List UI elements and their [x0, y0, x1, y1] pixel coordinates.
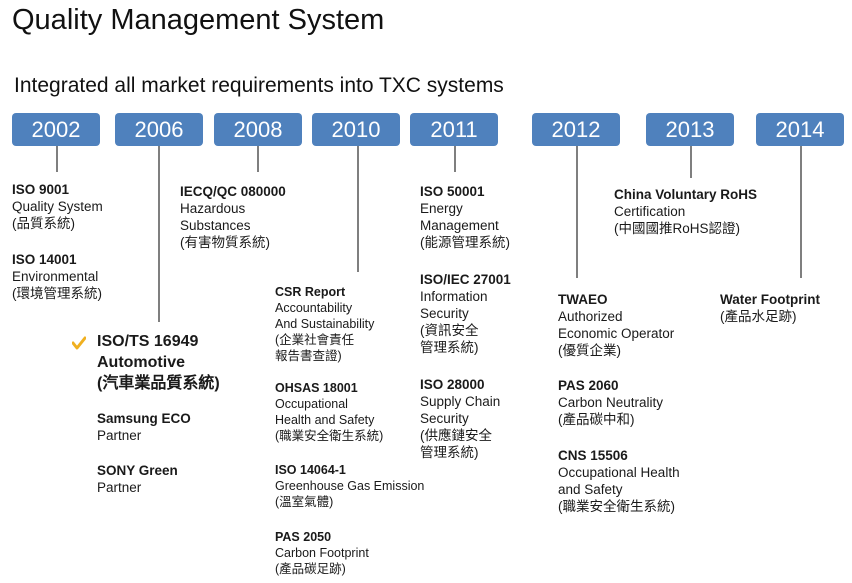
page-subtitle: Integrated all market requirements into … [14, 74, 504, 97]
certification-description: (產品碳足跡) [275, 562, 346, 576]
year-label-2002: 2002 [12, 113, 100, 146]
certification-description: (能源管理系統) [420, 235, 510, 250]
certification-entry: ISO 14001 Environmental (環境管理系統) [12, 251, 102, 302]
certification-entry: PAS 2060 Carbon Neutrality (產品碳中和) [558, 377, 663, 428]
certification-description: (職業安全衛生系統) [275, 429, 384, 443]
certification-entry: ISO 9001 Quality System (品質系統) [12, 181, 103, 232]
certification-description: Health and Safety [275, 413, 375, 427]
certification-description: 報告書查證) [275, 349, 342, 363]
certification-title: Samsung ECO [97, 411, 191, 426]
certification-description: Greenhouse Gas Emission [275, 479, 425, 493]
certification-description: Occupational Health [558, 465, 680, 480]
certification-description: Accountability [275, 301, 353, 315]
timeline-connector [576, 146, 578, 278]
certification-title: OHSAS 18001 [275, 381, 358, 395]
checkmark-icon [71, 336, 87, 350]
certification-entry: ISO/IEC 27001 Information Security (資訊安全管理系… [420, 271, 511, 356]
certification-entry: Samsung ECO Partner [97, 410, 191, 444]
certification-title: IECQ/QC 080000 [180, 184, 286, 199]
certification-description: (中國國推RoHS認證) [614, 221, 741, 236]
certification-description: (供應鏈安全 [420, 428, 492, 443]
certification-entry: PAS 2050 Carbon Footprint (產品碳足跡) [275, 529, 369, 577]
certification-entry: ISO 14064-1 Greenhouse Gas Emission (溫室氣體) [275, 462, 424, 510]
certification-title: China Voluntary RoHS [614, 187, 758, 202]
certification-description: Environmental [12, 269, 99, 284]
certification-title: ISO/TS 16949 [97, 333, 199, 350]
certification-description: Economic Operator [558, 326, 675, 341]
certification-entry: CNS 15506 Occupational Health and Safety (職… [558, 447, 680, 515]
certification-description: (有害物質系統) [180, 235, 270, 250]
certification-description: (產品碳中和) [558, 412, 635, 427]
certification-description: Hazardous [180, 201, 246, 216]
certification-title: Water Footprint [720, 292, 820, 307]
certification-description: (職業安全衛生系統) [558, 499, 675, 514]
timeline-connector [257, 146, 259, 172]
certification-description: Management [420, 218, 499, 233]
certification-description: Carbon Neutrality [558, 395, 664, 410]
certification-description: Occupational [275, 397, 348, 411]
timeline-connector [158, 146, 160, 322]
timeline-connector [56, 146, 58, 172]
certification-description: Energy [420, 201, 463, 216]
certification-entry: SONY Green Partner [97, 462, 178, 496]
certification-title: TWAEO [558, 292, 608, 307]
certification-description: Substances [180, 218, 251, 233]
certification-description: Security [420, 306, 469, 321]
certification-title: ISO 9001 [12, 182, 70, 197]
certification-description: (優質企業) [558, 343, 621, 358]
certification-description: Security [420, 411, 469, 426]
year-label-2012: 2012 [532, 113, 620, 146]
timeline-connector [690, 146, 692, 178]
year-label-2013: 2013 [646, 113, 734, 146]
certification-description: Partner [97, 428, 142, 443]
timeline-connector [357, 146, 359, 272]
certification-description: (環境管理系統) [12, 286, 102, 301]
certification-title: PAS 2050 [275, 530, 332, 544]
certification-title: ISO 14001 [12, 252, 77, 267]
certification-description: Authorized [558, 309, 623, 324]
certification-entry: ISO/TS 16949 Automotive (汽車業品質系統) [97, 331, 220, 394]
certification-entry: ISO 50001 Energy Management (能源管理系統) [420, 183, 510, 251]
page-title: Quality Management System [12, 4, 385, 36]
certification-entry: Water Footprint (產品水足跡) [720, 291, 820, 325]
certification-description: 管理系統) [420, 340, 479, 355]
certification-description: Partner [97, 480, 142, 495]
certification-description: Certification [614, 204, 686, 219]
certification-title: ISO 14064-1 [275, 463, 346, 477]
certification-description: And Sustainability [275, 317, 375, 331]
certification-entry: IECQ/QC 080000 Hazardous Substances (有害物質系統… [180, 183, 286, 251]
year-label-2014: 2014 [756, 113, 844, 146]
certification-title: CSR Report [275, 285, 346, 299]
certification-description: (品質系統) [12, 216, 75, 231]
year-label-2008: 2008 [214, 113, 302, 146]
timeline-connector [800, 146, 802, 278]
timeline-connector [454, 146, 456, 172]
year-label-2011: 2011 [410, 113, 498, 146]
certification-entry: China Voluntary RoHS Certification (中國國推Ro… [614, 186, 757, 237]
year-label-2006: 2006 [115, 113, 203, 146]
year-label-2010: 2010 [312, 113, 400, 146]
certification-title: ISO 28000 [420, 377, 485, 392]
certification-description: (溫室氣體) [275, 495, 334, 509]
certification-description: (企業社會責任 [275, 333, 355, 347]
certification-description: and Safety [558, 482, 623, 497]
certification-description: 管理系統) [420, 445, 479, 460]
certification-entry: ISO 28000 Supply Chain Security (供應鏈安全 管理系統) [420, 376, 500, 461]
certification-description: (資訊安全 [420, 323, 479, 338]
certification-title: SONY Green [97, 463, 178, 478]
certification-description: (產品水足跡) [720, 309, 797, 324]
certification-description: Supply Chain [420, 394, 501, 409]
certification-description: Information [420, 289, 488, 304]
certification-title: CNS 15506 [558, 448, 628, 463]
certification-description: (汽車業品質系統) [97, 375, 220, 392]
certification-entry: OHSAS 18001 Occupational Health and Safety… [275, 380, 383, 444]
certification-description: Quality System [12, 199, 103, 214]
certification-title: PAS 2060 [558, 378, 619, 393]
certification-entry: CSR Report Accountability And Sustainabili… [275, 284, 374, 364]
certification-entry: TWAEO Authorized Economic Operator (優質企業) [558, 291, 674, 359]
certification-description: Carbon Footprint [275, 546, 369, 560]
certification-description: Automotive [97, 354, 185, 371]
certification-title: ISO 50001 [420, 184, 485, 199]
certification-title: ISO/IEC 27001 [420, 272, 511, 287]
